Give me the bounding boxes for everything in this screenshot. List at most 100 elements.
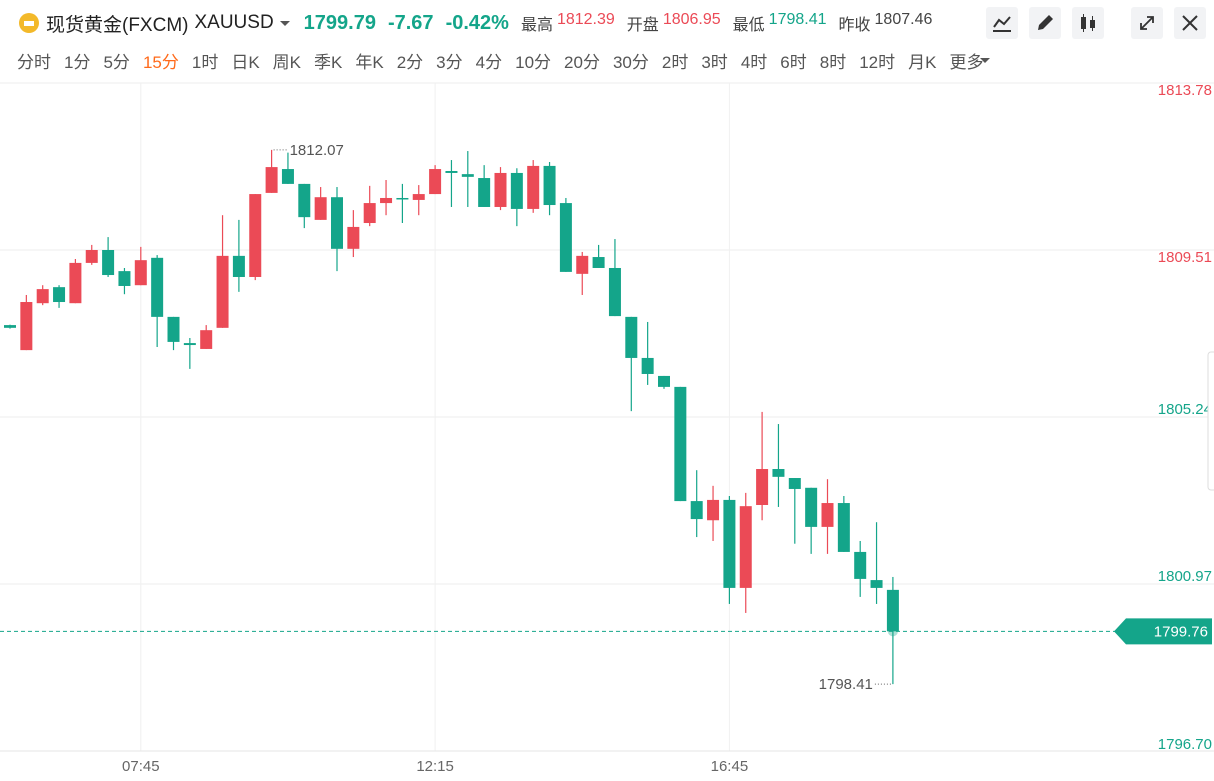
x-tick-label: 12:15 [416,758,454,775]
interval-tab[interactable]: 5分 [103,52,130,72]
candle-body [429,169,442,195]
interval-tab[interactable]: 1分 [64,52,91,72]
interval-tab[interactable]: 更多 [949,52,984,72]
candle-body [69,262,82,304]
fullscreen-button[interactable] [1131,7,1163,39]
candle-body [461,174,474,177]
candle-body [723,499,736,588]
candle-body [298,183,311,218]
last-price: 1799.79 [303,11,376,34]
candle-body [331,197,343,249]
candle-body [445,170,458,173]
change: -7.67 [387,11,434,34]
interval-tab[interactable]: 日K [231,52,260,72]
candle-body [674,386,687,502]
interval-tab[interactable]: 月K [908,52,937,72]
x-tick-label: 16:45 [711,758,749,775]
candle-body [576,255,589,274]
candle-body [559,203,572,272]
candle-body [510,172,523,209]
y-tick-label: 1809.51 [1158,249,1212,266]
interval-tab[interactable]: 4分 [475,52,503,72]
candle-body [85,250,98,263]
stat-label: 最低 [732,17,765,34]
interval-tab[interactable]: 周K [272,52,302,72]
candle-body [527,165,540,209]
candle-body [788,478,801,489]
interval-tab[interactable]: 年K [355,52,384,72]
candle-body [200,330,213,349]
interval-tab[interactable]: 15分 [142,52,179,72]
candle-body [625,316,638,358]
price-tag [1114,618,1212,645]
interval-tab[interactable]: 12时 [859,52,896,72]
candle-body [837,503,850,552]
interval-tab[interactable]: 6时 [780,52,807,72]
last-price-glow [887,626,898,637]
change-percent: -0.42% [445,11,509,34]
symbol[interactable]: XAUUSD [194,12,274,33]
y-tick-label: 1805.24 [1158,401,1212,418]
candle-body [216,255,229,328]
stat-label: 开盘 [626,17,659,34]
candle-body [494,172,507,207]
stat-value: 1798.41 [768,11,827,28]
candle-body [805,487,818,527]
interval-tab[interactable]: 3分 [436,52,463,72]
candle-body [118,271,131,286]
candle-body [690,501,703,520]
interval-tab[interactable]: 10分 [515,52,552,72]
price-tag-label: 1799.76 [1154,623,1208,640]
quote-header: 现货黄金(FXCM) XAUUSD 1799.79 -7.67 -0.42% 最… [0,8,985,38]
candle-body [478,178,491,207]
logo [19,13,39,33]
candle-body [232,255,245,277]
candle-style-button[interactable] [1072,7,1104,39]
candle-body [20,302,33,351]
interval-tab[interactable]: 4时 [740,52,768,72]
candle-body [641,357,654,374]
candle-body [380,197,393,204]
close-button[interactable] [1174,7,1206,39]
interval-tab[interactable]: 3时 [701,52,728,72]
stat-label: 最高 [520,17,553,34]
draw-button[interactable] [1029,7,1061,39]
candle-body [412,194,425,200]
scroll-handle [1207,351,1214,491]
interval-tab[interactable]: 30分 [612,52,649,72]
stat-value: 1812.39 [556,11,615,28]
y-tick-label: 1813.78 [1158,82,1212,99]
interval-tab[interactable]: 2时 [661,52,689,72]
candle-body [543,165,556,206]
candle-body [53,287,66,303]
candle-body [314,197,327,220]
candle-body [870,580,883,588]
symbol-dropdown[interactable] [278,18,292,28]
low-annotation: 1798.41 [819,676,873,693]
interval-tab[interactable]: 2分 [396,52,424,72]
line-tool-button[interactable] [986,7,1018,39]
candle-body [249,194,262,277]
candle-body [167,316,180,342]
candle-body [886,589,899,632]
candle-body [36,289,49,304]
candle-body [854,551,867,579]
candle-body [739,506,752,588]
candle-body [707,499,720,521]
interval-tab[interactable]: 20分 [564,52,600,72]
interval-tabs: 分时 1分 5分 15分 1时 日K 周K 季K 年K 2分 3分 4分 10分 20分 30分 2时 3时 4时… [0,46,991,74]
candle-body [658,375,670,387]
candle-body [756,469,769,505]
interval-tab[interactable]: 1时 [191,52,219,72]
interval-tab[interactable]: 分时 [17,52,51,72]
candle-body [363,203,376,224]
interval-tab[interactable]: 8时 [819,52,847,72]
candle-body [134,260,147,286]
y-tick-label: 1800.97 [1158,568,1212,585]
more-arrow[interactable] [979,55,991,65]
x-tick-label: 07:45 [122,758,160,775]
interval-tab[interactable]: 季K [314,52,343,72]
candle-body [281,169,294,184]
